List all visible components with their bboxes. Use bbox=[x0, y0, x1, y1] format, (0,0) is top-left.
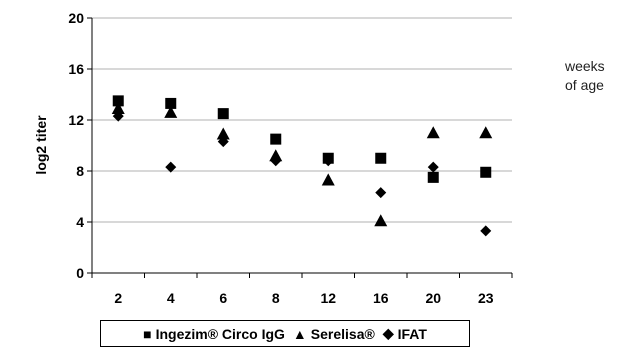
x-tick-label: 12 bbox=[320, 290, 336, 306]
data-point-square bbox=[270, 133, 282, 145]
data-point-triangle bbox=[216, 127, 230, 140]
triangle-marker-icon: ▲ bbox=[292, 325, 307, 342]
x-tick-label: 4 bbox=[167, 290, 175, 306]
x-unit-label-line1: weeks bbox=[565, 58, 605, 74]
data-point-diamond bbox=[270, 155, 282, 167]
x-tick-label: 2 bbox=[114, 290, 122, 306]
legend-item-ifat: ◆ IFAT bbox=[383, 325, 427, 342]
y-tick-label: 0 bbox=[76, 265, 84, 281]
data-point-diamond bbox=[165, 161, 177, 173]
square-marker-icon: ■ bbox=[143, 325, 152, 342]
data-point-square bbox=[112, 95, 124, 107]
x-tick-labels: 2 4 6 8 12 16 20 23 bbox=[114, 290, 493, 306]
x-tick-label: 23 bbox=[478, 290, 494, 306]
y-tick-label: 20 bbox=[68, 10, 84, 26]
x-tick-label: 6 bbox=[219, 290, 227, 306]
data-point-square bbox=[480, 166, 492, 178]
data-point-triangle bbox=[374, 214, 388, 227]
data-point-triangle bbox=[111, 102, 125, 115]
data-point-square bbox=[165, 97, 177, 109]
y-tick-labels: 0 4 8 12 16 20 bbox=[68, 10, 84, 281]
data-point-diamond bbox=[217, 136, 229, 148]
data-point-triangle bbox=[426, 126, 440, 139]
data-point-diamond bbox=[112, 110, 124, 122]
legend: ■ Ingezim® Circo IgG ▲ Serelisa® ◆ IFAT bbox=[100, 320, 470, 347]
y-tick-label: 12 bbox=[68, 112, 84, 128]
data-point-square bbox=[427, 171, 439, 183]
data-points bbox=[111, 95, 493, 237]
data-point-triangle bbox=[321, 173, 335, 186]
data-point-triangle bbox=[479, 126, 493, 139]
data-point-diamond bbox=[375, 187, 387, 199]
y-tick-label: 16 bbox=[68, 61, 84, 77]
data-point-square bbox=[375, 152, 387, 164]
x-tick-label: 16 bbox=[373, 290, 389, 306]
legend-item-serelisa: ▲ Serelisa® bbox=[293, 326, 375, 342]
data-point-diamond bbox=[480, 225, 492, 237]
data-point-square bbox=[217, 108, 229, 120]
x-tick-label: 8 bbox=[272, 290, 280, 306]
y-axis-label: log2 titer bbox=[33, 115, 49, 175]
y-tick-label: 8 bbox=[76, 163, 84, 179]
x-tick-label: 20 bbox=[425, 290, 441, 306]
gridlines bbox=[92, 17, 512, 223]
diamond-marker-icon: ◆ bbox=[382, 325, 394, 341]
data-point-triangle bbox=[164, 105, 178, 118]
data-point-diamond bbox=[322, 155, 334, 167]
y-tick-label: 4 bbox=[76, 214, 84, 230]
x-unit-label-line2: of age bbox=[565, 77, 604, 93]
axes bbox=[87, 17, 513, 278]
legend-item-ingezim: ■ Ingezim® Circo IgG bbox=[143, 326, 285, 342]
legend-label: IFAT bbox=[397, 325, 427, 342]
legend-label: Ingezim® Circo IgG bbox=[155, 325, 285, 342]
data-point-triangle bbox=[269, 149, 283, 162]
legend-label: Serelisa® bbox=[310, 325, 375, 342]
data-point-diamond bbox=[427, 161, 439, 173]
